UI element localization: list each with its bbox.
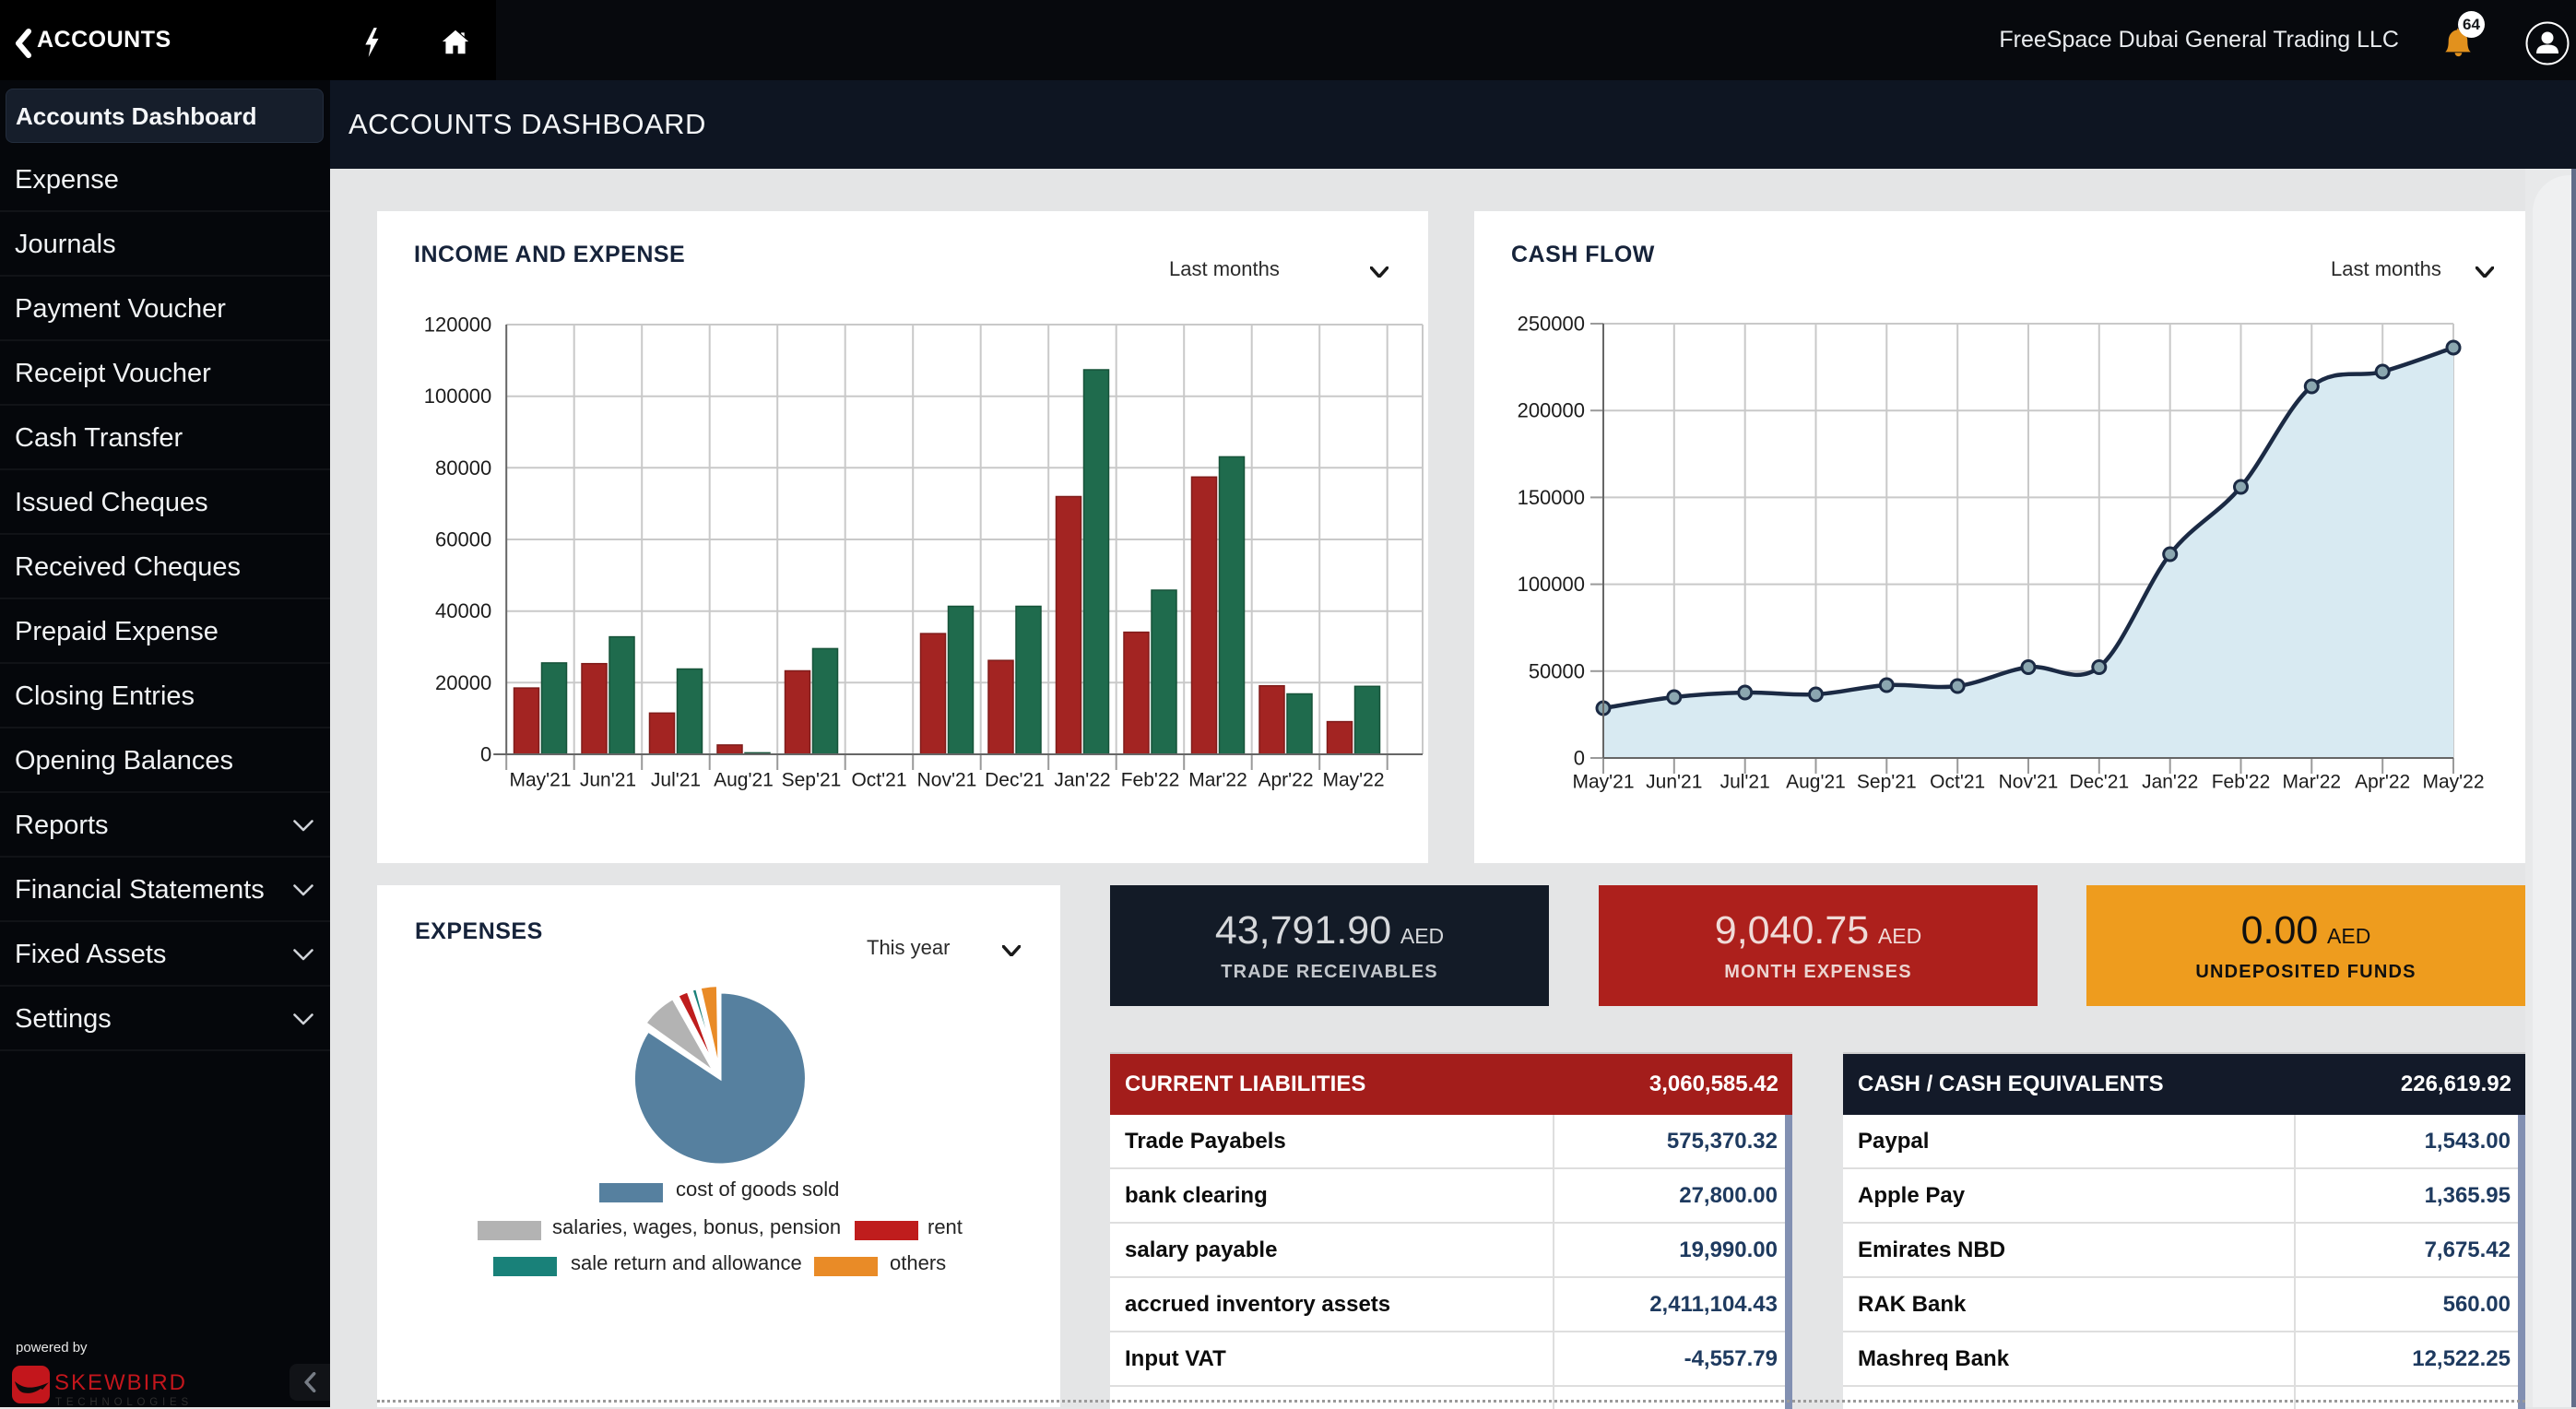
svg-text:TECHNOLOGIES: TECHNOLOGIES [55,1397,193,1407]
svg-text:Sep'21: Sep'21 [1857,772,1917,793]
svg-text:60000: 60000 [435,528,491,551]
svg-text:150000: 150000 [1518,486,1585,509]
svg-text:May'22: May'22 [1322,770,1384,791]
svg-text:Nov'21: Nov'21 [917,770,977,791]
svg-text:Jun'21: Jun'21 [1646,772,1702,793]
svg-text:50000: 50000 [1529,659,1585,682]
svg-text:Jul'21: Jul'21 [651,770,701,791]
svg-text:Apr'22: Apr'22 [1258,770,1313,791]
svg-text:Mar'22: Mar'22 [2283,772,2342,793]
svg-text:0: 0 [480,743,491,766]
svg-text:100000: 100000 [424,385,491,408]
svg-text:Jun'21: Jun'21 [580,770,636,791]
svg-text:120000: 120000 [424,314,491,337]
svg-text:Sep'21: Sep'21 [782,770,842,791]
svg-text:20000: 20000 [435,671,491,694]
svg-text:40000: 40000 [435,599,491,622]
svg-text:Nov'21: Nov'21 [1999,772,2059,793]
svg-text:Mar'22: Mar'22 [1188,770,1247,791]
svg-text:Dec'21: Dec'21 [2069,772,2129,793]
svg-text:Apr'22: Apr'22 [2355,772,2410,793]
svg-text:250000: 250000 [1518,313,1585,336]
svg-text:80000: 80000 [435,456,491,480]
svg-text:Oct'21: Oct'21 [1930,772,1985,793]
svg-text:SKEWBIRD: SKEWBIRD [54,1370,187,1395]
svg-text:Jul'21: Jul'21 [1720,772,1770,793]
svg-text:Aug'21: Aug'21 [1786,772,1846,793]
svg-text:Dec'21: Dec'21 [985,770,1045,791]
svg-text:Aug'21: Aug'21 [714,770,774,791]
svg-text:Oct'21: Oct'21 [851,770,906,791]
svg-text:200000: 200000 [1518,399,1585,422]
svg-text:May'21: May'21 [1572,772,1634,793]
svg-text:Jan'22: Jan'22 [1054,770,1110,791]
svg-text:May'22: May'22 [2422,772,2484,793]
svg-text:0: 0 [1574,747,1585,770]
svg-text:May'21: May'21 [509,770,571,791]
svg-text:Feb'22: Feb'22 [1121,770,1180,791]
svg-text:Jan'22: Jan'22 [2142,772,2198,793]
svg-text:100000: 100000 [1518,573,1585,596]
svg-text:Feb'22: Feb'22 [2212,772,2271,793]
